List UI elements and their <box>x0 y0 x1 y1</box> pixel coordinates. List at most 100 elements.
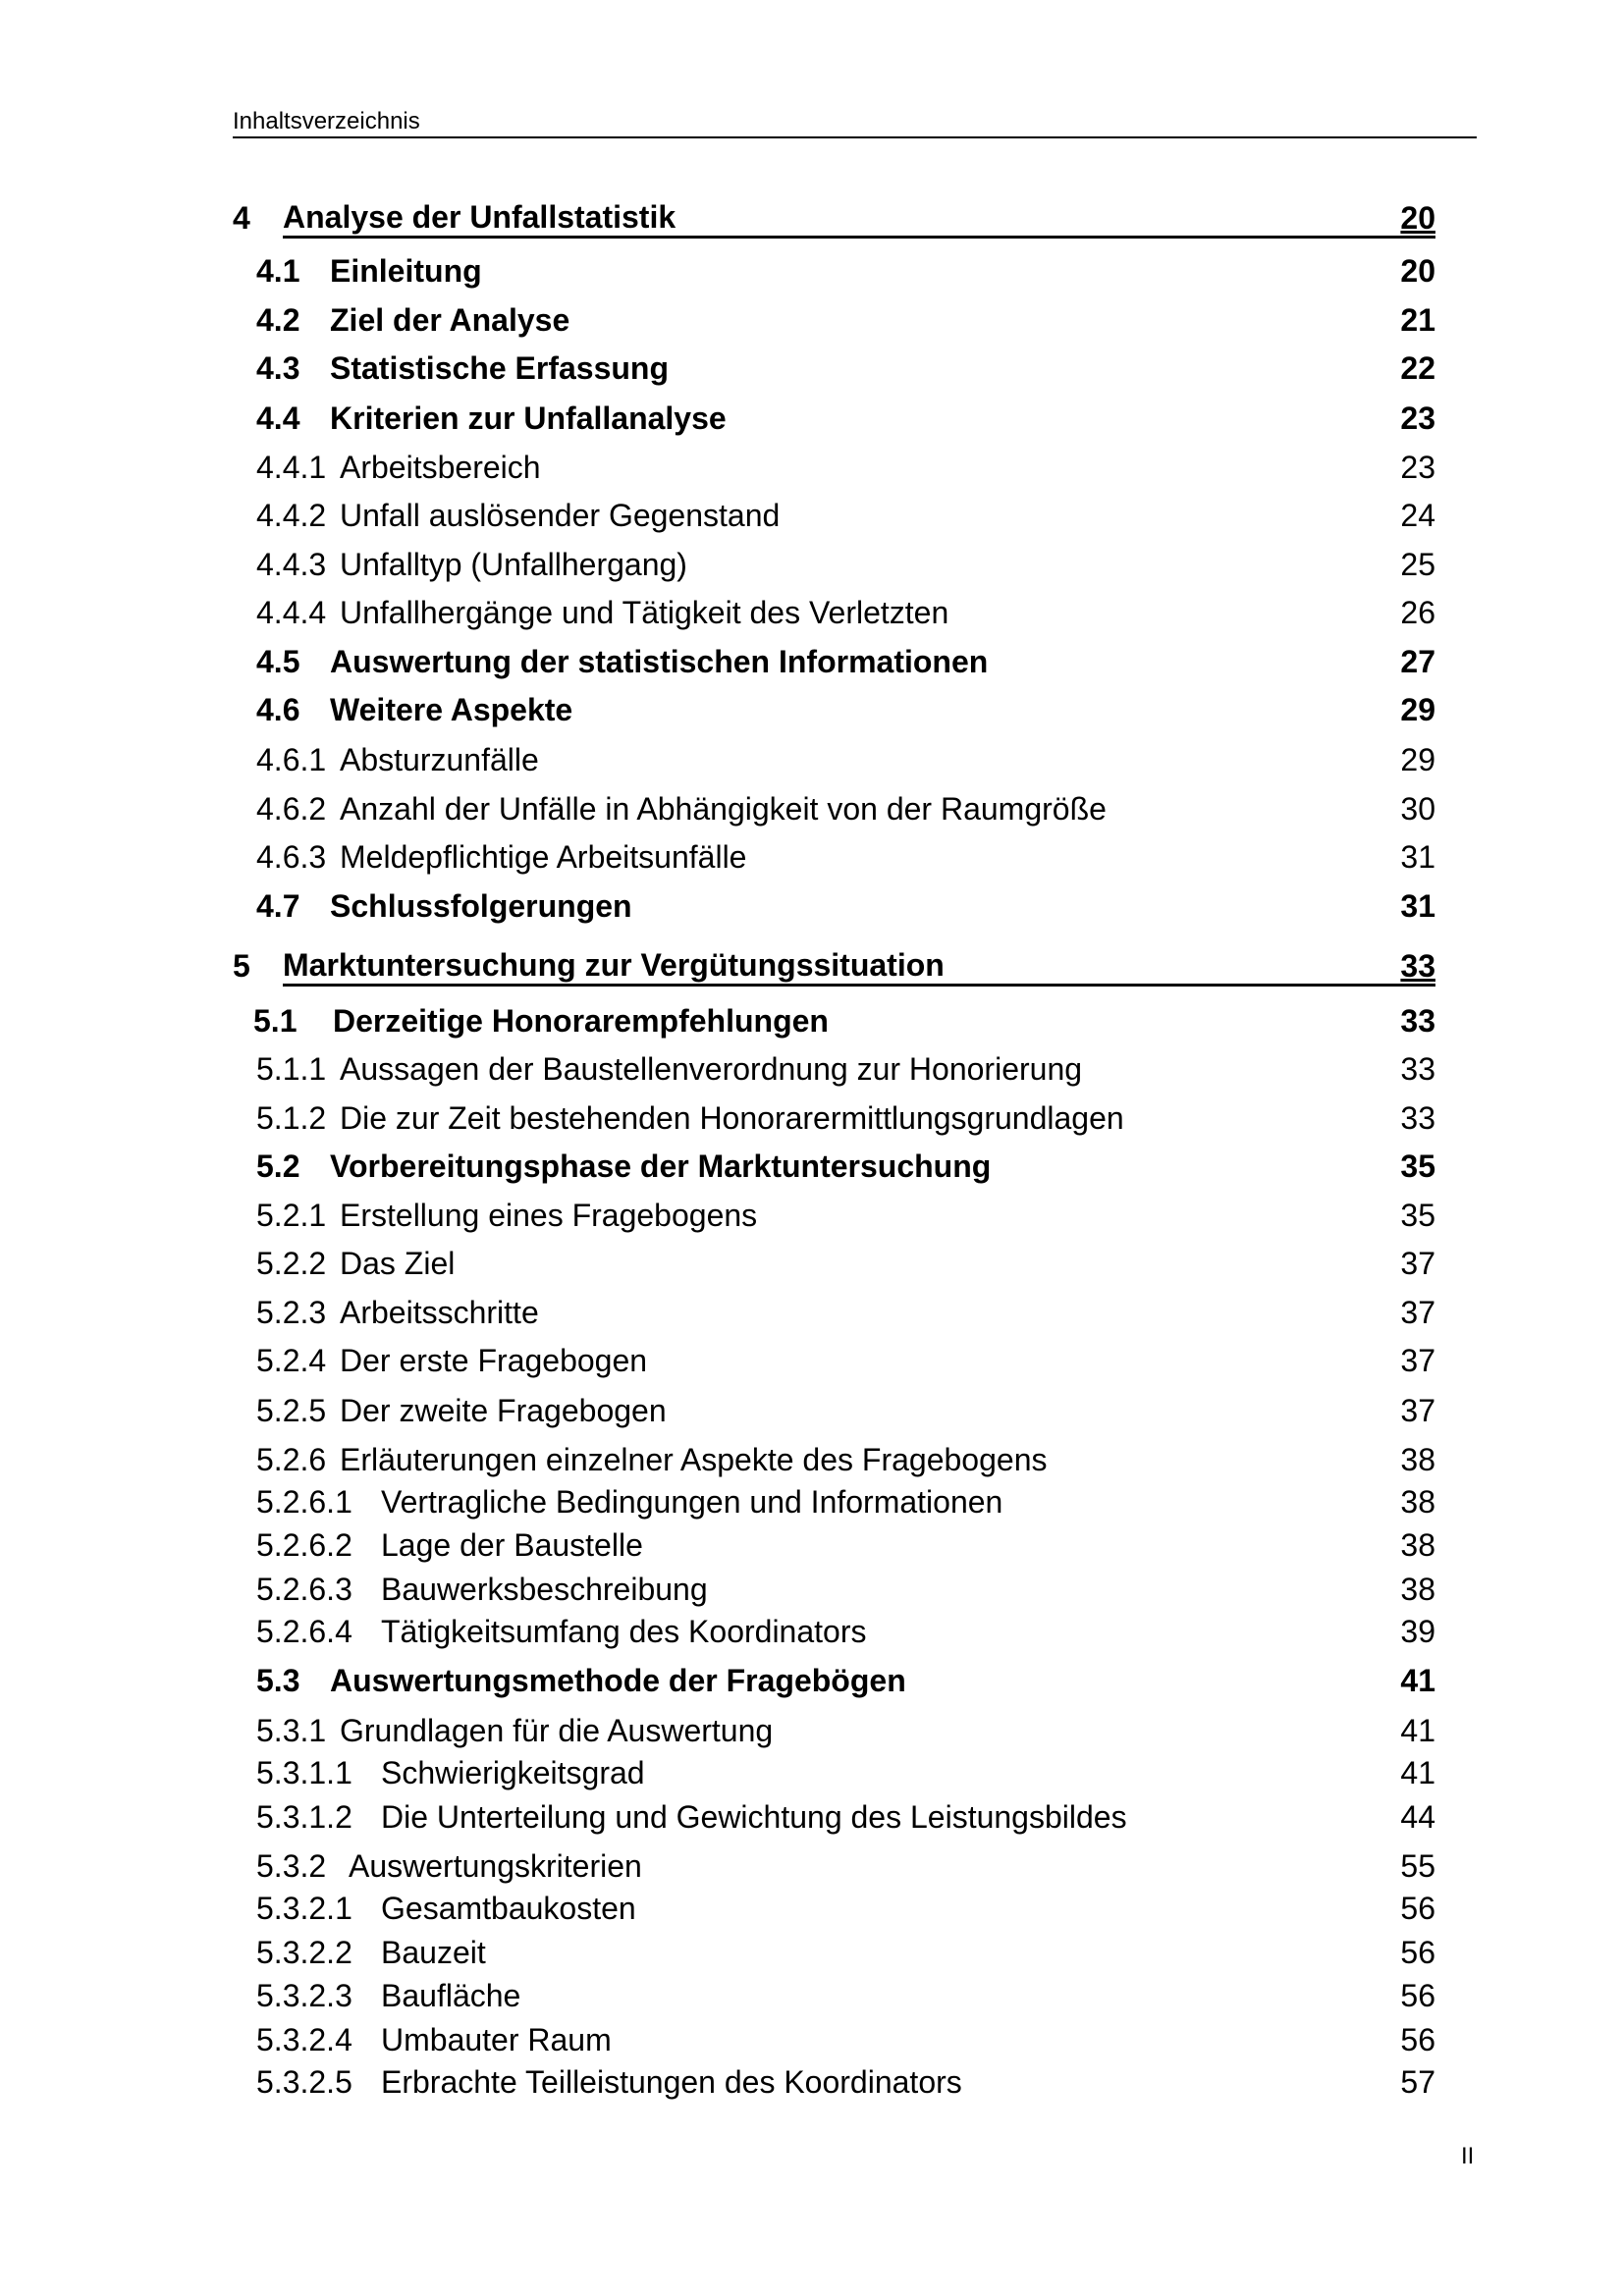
toc-entry-page: 26 <box>1400 595 1435 630</box>
toc-entry[interactable]: 4 Analyse der Unfallstatistik 20 <box>233 198 1435 239</box>
toc-entry[interactable]: 5.2.1 Erstellung eines Fragebogens 35 <box>256 1196 1435 1235</box>
toc-entry-page: 31 <box>1400 888 1435 924</box>
toc-entry-page: 37 <box>1400 1343 1435 1378</box>
toc-entry[interactable]: 5.2.6.1 Vertragliche Bedingungen und Info… <box>256 1482 1435 1522</box>
toc-entry[interactable]: 4.4.2 Unfall auslösender Gegenstand 24 <box>256 496 1435 535</box>
toc-entry-title: Der erste Fragebogen <box>340 1343 648 1378</box>
toc-entry-page: 56 <box>1400 1891 1435 1926</box>
toc-entry[interactable]: 5.3.2 Auswertungskriterien 55 <box>256 1846 1435 1886</box>
toc-entry[interactable]: 5.3.2.2 Bauzeit 56 <box>256 1933 1435 1972</box>
toc-entry-page: 41 <box>1400 1713 1435 1748</box>
toc-entry-number: 4.6.3 <box>256 839 327 875</box>
toc-entry-page: 31 <box>1400 839 1435 875</box>
toc-entry-title: Aussagen der Baustellenverordnung zur Ho… <box>340 1051 1083 1087</box>
toc-entry[interactable]: 4.4.4 Unfallhergänge und Tätigkeit des Ve… <box>256 593 1435 632</box>
toc-entry-page: 27 <box>1400 644 1435 679</box>
toc-entry-number: 4.4.4 <box>256 595 327 630</box>
toc-entry[interactable]: 4.6.2 Anzahl der Unfälle in Abhängigkeit … <box>256 789 1435 828</box>
toc-entry[interactable]: 5 Marktuntersuchung zur Vergütungssituati… <box>233 946 1435 987</box>
toc-entry-title: Kriterien zur Unfallanalyse <box>330 400 727 436</box>
toc-entry-title: Die zur Zeit bestehenden Honorarermittlu… <box>340 1100 1124 1136</box>
toc-entry[interactable]: 4.7 Schlussfolgerungen 31 <box>256 886 1435 926</box>
toc-entry-number: 5.2.1 <box>256 1198 327 1233</box>
toc-entry[interactable]: 4.2 Ziel der Analyse 21 <box>256 300 1435 340</box>
toc-entry-title: Einleitung <box>330 253 482 289</box>
toc-entry-title: Unfall auslösender Gegenstand <box>340 498 781 533</box>
toc-entry-page: 20 <box>1400 253 1435 289</box>
toc-entry-title: Die Unterteilung und Gewichtung des Leis… <box>381 1799 1127 1835</box>
toc-entry[interactable]: 4.3 Statistische Erfassung 22 <box>256 348 1435 388</box>
toc-entry[interactable]: 5.3.2.1 Gesamtbaukosten 56 <box>256 1889 1435 1928</box>
toc-entry-number: 4.5 <box>256 644 300 679</box>
toc-entry-title: Anzahl der Unfälle in Abhängigkeit von d… <box>340 791 1107 827</box>
toc-entry[interactable]: 5.1.2 Die zur Zeit bestehenden Honorarerm… <box>256 1098 1435 1138</box>
toc-entry[interactable]: 5.3.1.1 Schwierigkeitsgrad 41 <box>256 1753 1435 1792</box>
toc-entry-number: 4.1 <box>256 253 300 289</box>
toc-entry-page: 35 <box>1400 1198 1435 1233</box>
toc-entry-title: Weitere Aspekte <box>330 692 573 727</box>
toc-entry-title: Schlussfolgerungen <box>330 888 632 924</box>
toc-entry-page: 56 <box>1400 2022 1435 2057</box>
toc-entry-number: 5.2.3 <box>256 1295 327 1330</box>
header-rule <box>233 136 1477 138</box>
toc-entry[interactable]: 4.5 Auswertung der statistischen Informat… <box>256 642 1435 681</box>
toc-entry-title: Derzeitige Honorarempfehlungen <box>333 1003 829 1039</box>
toc-entry-number: 4.6.2 <box>256 791 327 827</box>
toc-entry-number: 5.3 <box>256 1663 300 1698</box>
toc-entry-title: Analyse der Unfallstatistik <box>283 198 1435 239</box>
toc-entry[interactable]: 4.6.1 Absturzunfälle 29 <box>256 740 1435 779</box>
toc-entry[interactable]: 4.4 Kriterien zur Unfallanalyse 23 <box>256 399 1435 438</box>
running-header: Inhaltsverzeichnis <box>233 108 420 134</box>
toc-entry-number: 5.2.5 <box>256 1393 327 1428</box>
toc-entry[interactable]: 4.6.3 Meldepflichtige Arbeitsunfälle 31 <box>256 837 1435 877</box>
toc-entry[interactable]: 5.2.6.4 Tätigkeitsumfang des Koordinators… <box>256 1612 1435 1651</box>
toc-entry-number: 5.3.2.4 <box>256 2022 352 2057</box>
toc-entry[interactable]: 5.1.1 Aussagen der Baustellenverordnung z… <box>256 1049 1435 1089</box>
toc-entry[interactable]: 5.3.2.3 Baufläche 56 <box>256 1976 1435 2015</box>
toc-entry-number: 4.2 <box>256 302 300 338</box>
toc-entry-title: Marktuntersuchung zur Vergütungssituatio… <box>283 946 1435 987</box>
toc-entry[interactable]: 4.4.1 Arbeitsbereich 23 <box>256 448 1435 487</box>
toc-entry[interactable]: 5.3.1.2 Die Unterteilung und Gewichtung d… <box>256 1797 1435 1837</box>
toc-entry[interactable]: 5.3.2.5 Erbrachte Teilleistungen des Koor… <box>256 2062 1435 2102</box>
toc-entry[interactable]: 5.3 Auswertungsmethode der Fragebögen 41 <box>256 1661 1435 1700</box>
toc-entry[interactable]: 5.1 Derzeitige Honorarempfehlungen 33 <box>253 1001 1435 1041</box>
toc-entry-page: 33 <box>1400 1100 1435 1136</box>
toc-entry-title: Ziel der Analyse <box>330 302 570 338</box>
toc-entry[interactable]: 5.2.6 Erläuterungen einzelner Aspekte des… <box>256 1440 1435 1479</box>
toc-entry-number: 5.1.2 <box>256 1100 327 1136</box>
toc-entry-number: 5.3.2.3 <box>256 1978 352 2013</box>
toc-entry[interactable]: 4.1 Einleitung 20 <box>256 251 1435 291</box>
toc-entry[interactable]: 5.2.4 Der erste Fragebogen 37 <box>256 1341 1435 1380</box>
toc-entry-page: 38 <box>1400 1442 1435 1477</box>
toc-entry-title: Auswertungsmethode der Fragebögen <box>330 1663 906 1698</box>
toc-entry-number: 4.4 <box>256 400 300 436</box>
toc-entry-page: 29 <box>1400 742 1435 777</box>
toc-entry[interactable]: 4.6 Weitere Aspekte 29 <box>256 690 1435 729</box>
toc-entry-number: 5.3.2.1 <box>256 1891 352 1926</box>
toc-entry-page: 23 <box>1400 450 1435 485</box>
toc-entry-number: 5.3.1.1 <box>256 1755 352 1790</box>
toc-entry[interactable]: 5.2.6.2 Lage der Baustelle 38 <box>256 1525 1435 1565</box>
toc-entry[interactable]: 4.4.3 Unfalltyp (Unfallhergang) 25 <box>256 545 1435 584</box>
toc-entry-number: 4.4.2 <box>256 498 327 533</box>
toc-entry-title: Erläuterungen einzelner Aspekte des Frag… <box>340 1442 1048 1477</box>
toc-entry[interactable]: 5.2.3 Arbeitsschritte 37 <box>256 1293 1435 1332</box>
toc-entry-number: 5.1 <box>253 1003 298 1039</box>
toc-entry[interactable]: 5.3.1 Grundlagen für die Auswertung 41 <box>256 1711 1435 1750</box>
toc-entry-title: Statistische Erfassung <box>330 350 669 386</box>
toc-entry-page: 56 <box>1400 1978 1435 2013</box>
toc-entry-page: 56 <box>1400 1935 1435 1970</box>
toc-entry[interactable]: 5.2.6.3 Bauwerksbeschreibung 38 <box>256 1570 1435 1609</box>
toc-entry-page: 37 <box>1400 1393 1435 1428</box>
toc-entry[interactable]: 5.2 Vorbereitungsphase der Marktuntersuch… <box>256 1147 1435 1186</box>
toc-entry[interactable]: 5.2.2 Das Ziel 37 <box>256 1244 1435 1283</box>
toc-entry-number: 5.2.2 <box>256 1246 327 1281</box>
toc-entry[interactable]: 5.2.5 Der zweite Fragebogen 37 <box>256 1391 1435 1430</box>
toc-entry[interactable]: 5.3.2.4 Umbauter Raum 56 <box>256 2020 1435 2059</box>
toc-entry-page: 25 <box>1400 547 1435 582</box>
toc-entry-page: 37 <box>1400 1246 1435 1281</box>
toc-entry-title: Erstellung eines Fragebogens <box>340 1198 758 1233</box>
toc-entry-title: Bauzeit <box>381 1935 486 1970</box>
toc-entry-title: Erbrachte Teilleistungen des Koordinator… <box>381 2064 962 2100</box>
